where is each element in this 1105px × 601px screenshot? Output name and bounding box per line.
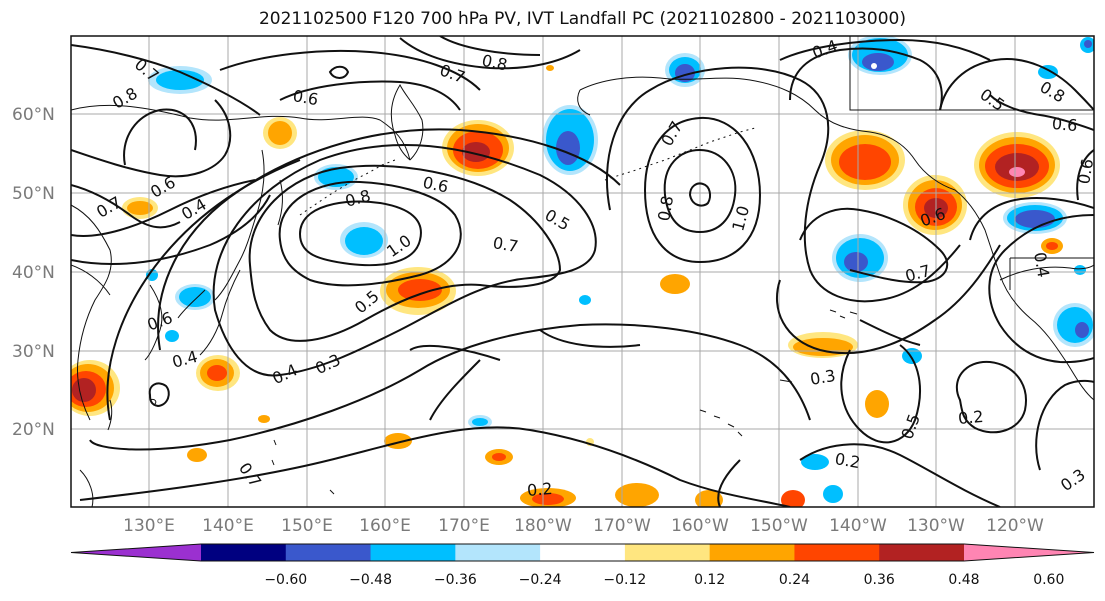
negative-anomaly-blob (1053, 303, 1094, 347)
contour-label: 0.6 (421, 173, 450, 197)
lon-label: 140°E (202, 516, 254, 536)
contour-label: 0.8 (654, 194, 677, 222)
contour-label: 0.2 (833, 449, 861, 472)
negative-anomaly-blob (1003, 202, 1067, 234)
contour-label: 0.6 (1074, 157, 1097, 185)
colorbar: −0.60 −0.48 −0.36 −0.24 −0.12 0.12 0.24 0.36 0.4… (70, 543, 1095, 588)
colorbar-tick-label: −0.24 (519, 572, 562, 588)
lon-label: 140°W (829, 516, 887, 536)
positive-anomaly-blob (196, 355, 240, 391)
negative-anomaly-blob (665, 53, 705, 87)
longitude-labels: 130°E 140°E 150°E 160°E 170°E 180°W 170°… (123, 516, 1044, 536)
lon-label: 130°W (907, 516, 965, 536)
pv-contours (71, 36, 1094, 507)
lat-label: 50°N (12, 184, 55, 204)
colorbar-segment (794, 544, 880, 561)
colorbar-segment (370, 544, 456, 561)
lon-label: 160°W (671, 516, 729, 536)
colorbar-tick-label: 0.36 (864, 572, 895, 588)
colorbar-tick-label: −0.12 (603, 572, 646, 588)
map-title: 2021102500 F120 700 hPa PV, IVT Landfall… (258, 9, 906, 29)
colorbar-outline (70, 543, 1095, 562)
colorbar-segment (285, 544, 372, 561)
contour-label: 0.3 (809, 366, 837, 389)
contour-label: 0.8 (480, 51, 509, 75)
lon-label: 130°E (123, 516, 175, 536)
colorbar-segment (540, 544, 626, 561)
lat-label: 20°N (12, 420, 55, 440)
colorbar-segment (624, 544, 711, 561)
lon-label: 170°E (438, 516, 490, 536)
colorbar-segment (879, 544, 965, 561)
contour-label: 0.2 (957, 407, 984, 428)
lon-label: 180°W (514, 516, 572, 536)
lon-label: 120°W (986, 516, 1044, 536)
colorbar-tick-label: −0.48 (349, 572, 392, 588)
positive-anomaly-blob (442, 120, 514, 176)
positive-anomaly-blob (380, 267, 456, 315)
positive-anomaly-blob (122, 197, 158, 219)
colorbar-tick-label: 0.24 (779, 572, 810, 588)
lon-label: 170°W (593, 516, 651, 536)
lat-label: 40°N (12, 263, 55, 283)
negative-anomaly-blob (146, 37, 1094, 503)
contour-label: 0.7 (491, 233, 519, 256)
colorbar-tick-label: 0.60 (1033, 572, 1064, 588)
lon-label: 150°E (281, 516, 333, 536)
negative-anomaly-blob (832, 234, 888, 282)
lat-label: 60°N (12, 105, 55, 125)
lat-label: 30°N (12, 342, 55, 362)
positive-anomaly-blob (974, 132, 1060, 198)
negative-anomaly-blob (340, 222, 388, 258)
contour-label: 0.6 (291, 86, 319, 109)
contour-label: 0.6 (1051, 114, 1078, 135)
positive-anomaly-blob (71, 360, 120, 416)
positive-anomaly-blob (187, 65, 1063, 507)
colorbar-segment (455, 544, 541, 561)
positive-anomaly-blob (825, 130, 967, 235)
coastlines (71, 36, 1094, 507)
colorbar-tick-label: −0.36 (434, 572, 477, 588)
colorbar-tick-label: 0.12 (694, 572, 725, 588)
colorbar-segment (709, 544, 795, 561)
colorbar-tick-label: 0.48 (948, 572, 979, 588)
latitude-labels: 60°N 50°N 40°N 30°N 20°N (12, 105, 55, 440)
lon-label: 150°W (750, 516, 808, 536)
colorbar-segment (201, 544, 287, 561)
negative-anomaly-blob (848, 36, 912, 75)
map-frame (70, 35, 1095, 508)
colorbar-tick-label: −0.60 (264, 572, 307, 588)
colorbar-extend-max (964, 544, 1094, 561)
contour-label: 0.4 (1030, 251, 1053, 279)
negative-anomaly-blob (542, 105, 598, 175)
lon-label: 160°E (359, 516, 411, 536)
colorbar-extend-min (71, 544, 201, 561)
positive-anomaly-blob (263, 117, 297, 149)
contour-label: 0.2 (526, 479, 553, 500)
